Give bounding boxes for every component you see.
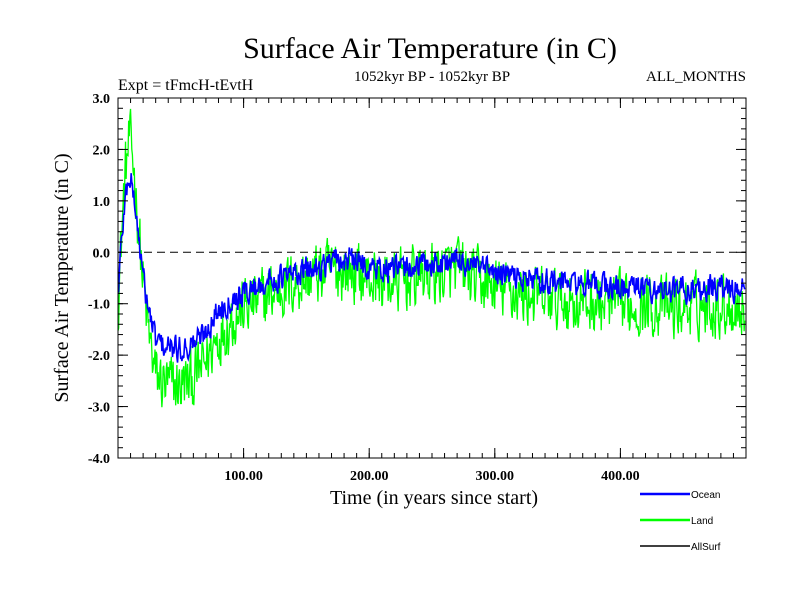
series-line-ocean: [118, 173, 746, 363]
x-tick-label: 400.00: [601, 469, 640, 484]
y-tick-label: 1.0: [93, 195, 111, 210]
y-tick-label: 2.0: [93, 143, 111, 158]
axes: -4.0 -3.0 -2.0 -1.0 0.0 1.0 2.0 3.0 100.00 200.00…: [88, 92, 746, 484]
legend-label-ocean: Ocean: [691, 490, 720, 501]
x-tick-label: 300.00: [476, 469, 515, 484]
plot-area: [118, 108, 746, 408]
x-tick-label: 100.00: [224, 469, 263, 484]
y-axis-label: Surface Air Temperature (in C): [51, 153, 73, 402]
chart-subtitle-right: ALL_MONTHS: [646, 69, 746, 85]
y-tick-label: -1.0: [88, 298, 110, 313]
y-tick-label: -2.0: [88, 349, 110, 364]
legend-label-land: Land: [691, 516, 713, 527]
legend-label-allsurf: AllSurf: [691, 542, 721, 553]
legend: Ocean Land AllSurf: [640, 490, 721, 553]
chart-title: Surface Air Temperature (in C): [243, 32, 617, 65]
chart-subtitle-left: Expt = tFmcH-tEvtH: [118, 77, 254, 94]
y-tick-label: 0.0: [93, 246, 111, 261]
y-tick-label: 3.0: [93, 92, 111, 107]
series-line-land: [118, 108, 746, 408]
x-axis-label: Time (in years since start): [330, 487, 538, 509]
chart-subtitle-center: 1052kyr BP - 1052kyr BP: [354, 69, 510, 85]
y-tick-label: -4.0: [88, 452, 110, 467]
x-tick-label: 200.00: [350, 469, 389, 484]
plot-frame: [117, 97, 747, 459]
y-tick-label: -3.0: [88, 401, 110, 416]
